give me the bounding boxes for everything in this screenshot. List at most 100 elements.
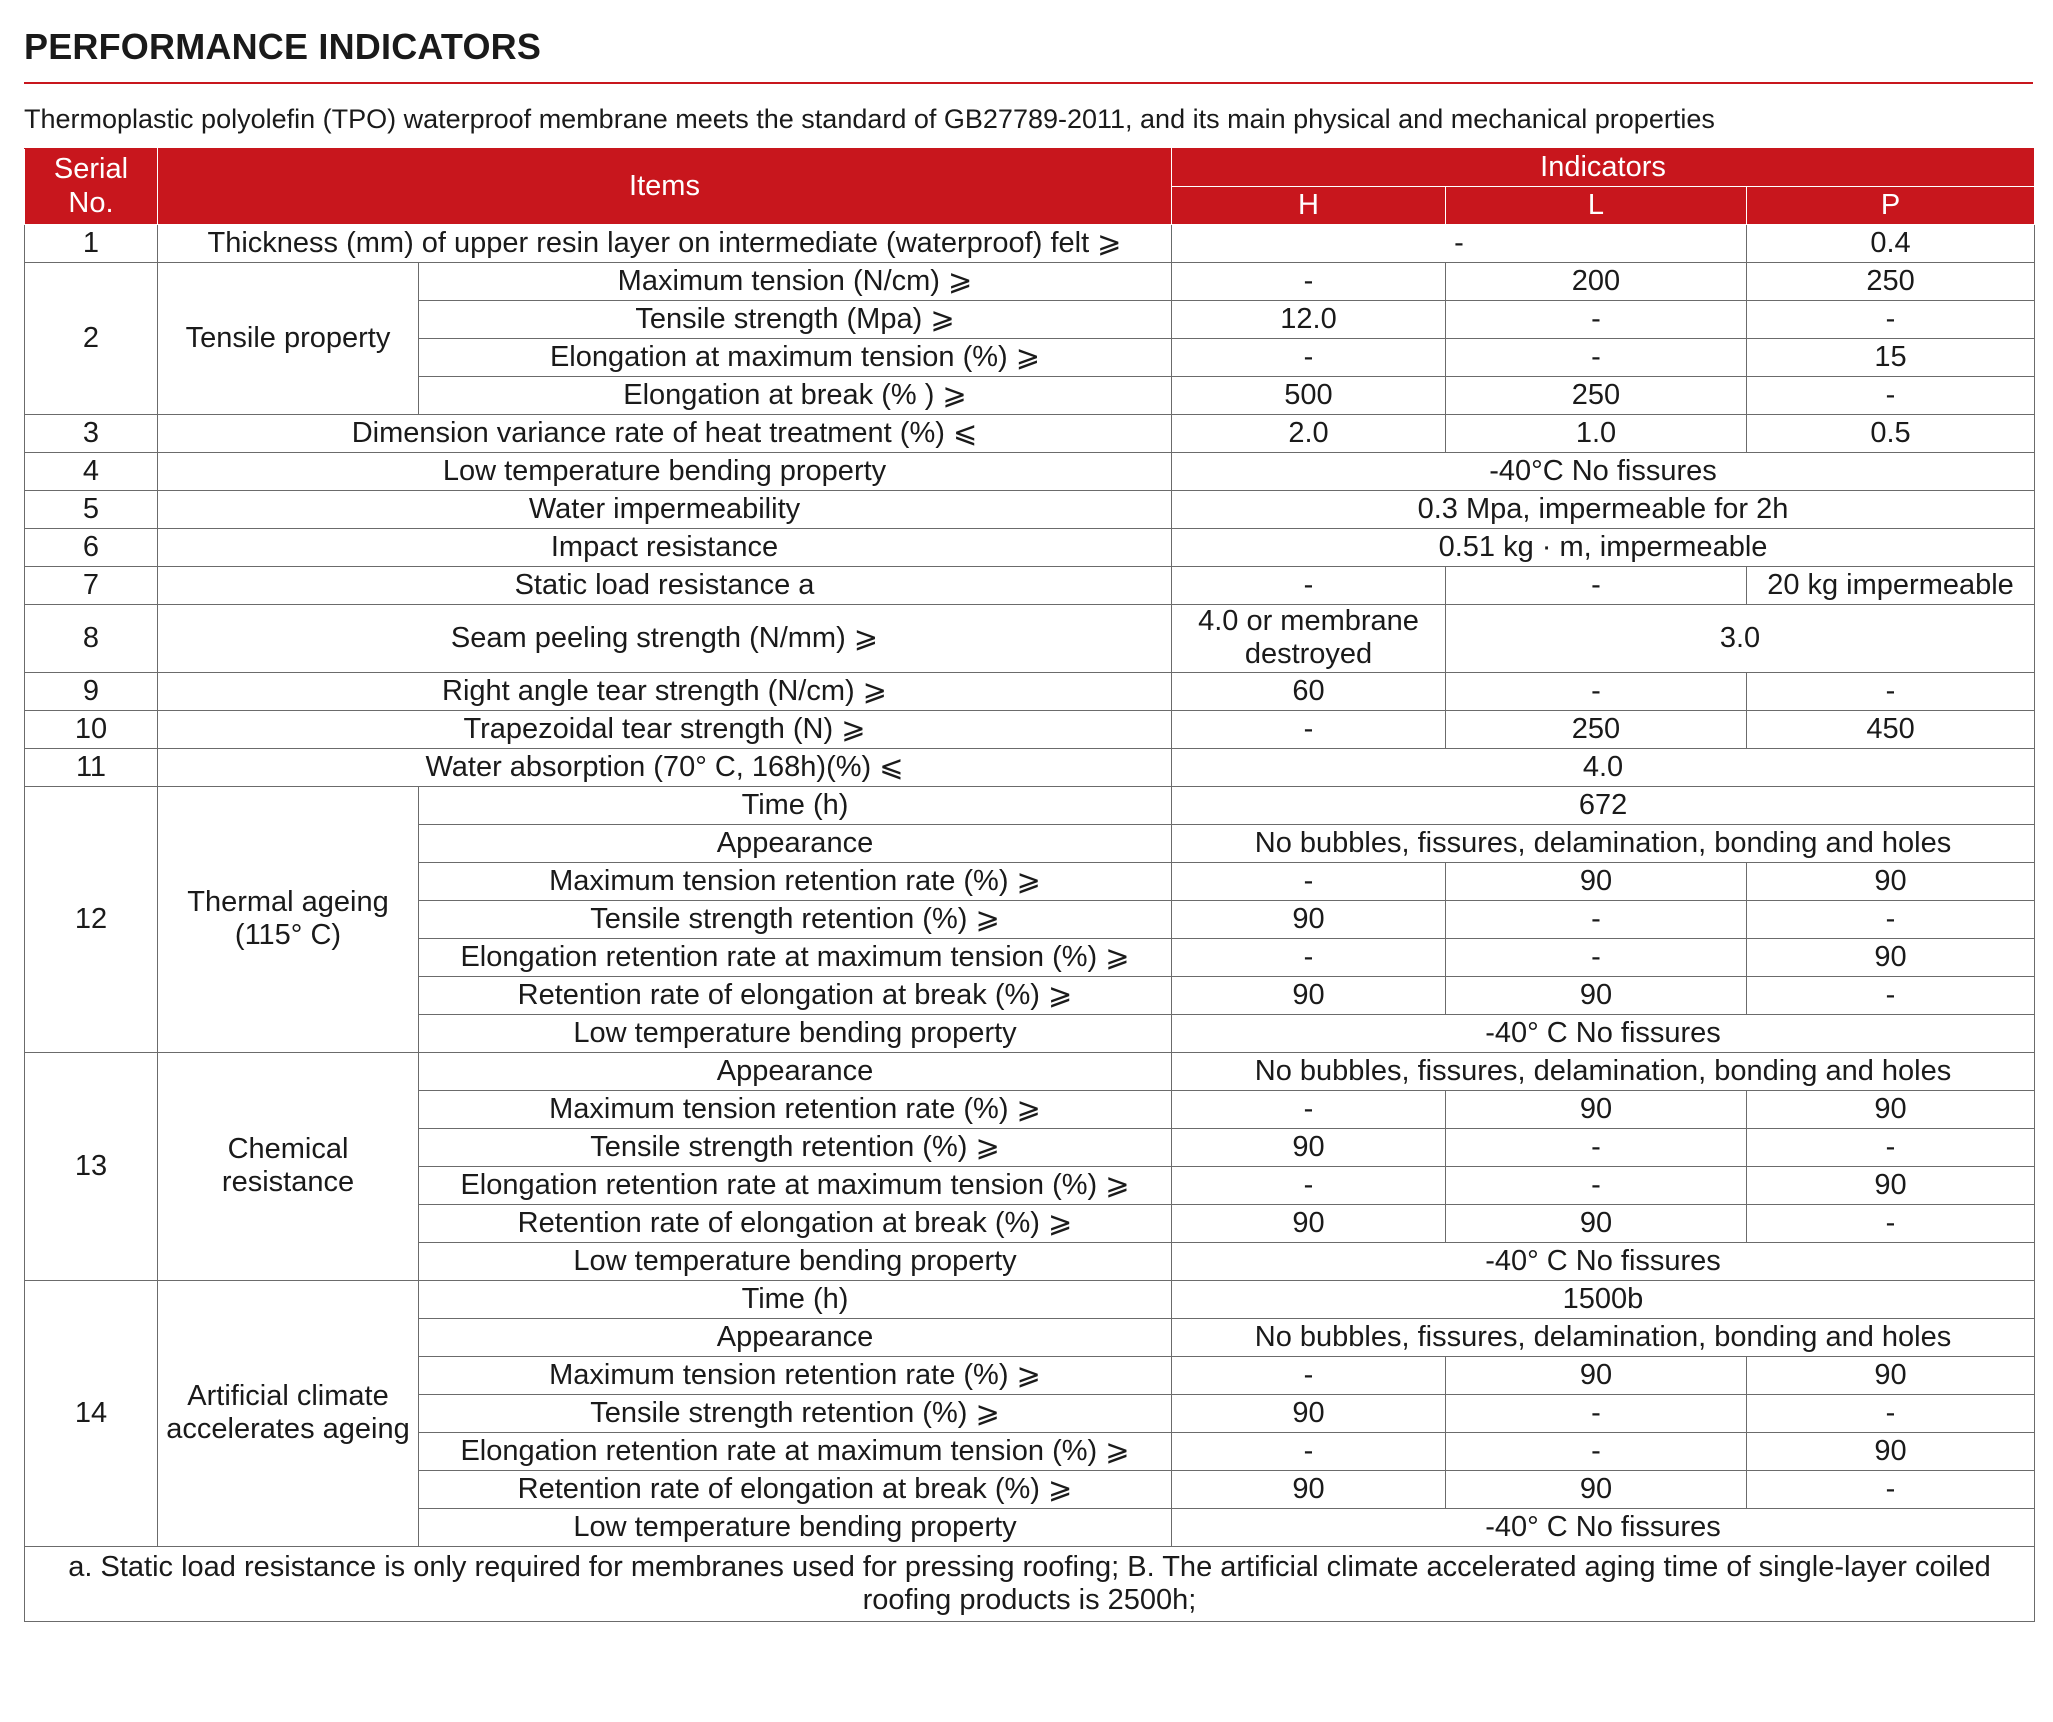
table-row: 11 Water absorption (70° C, 168h)(%) ⩽ 4.0 — [24, 747, 2036, 787]
table-row: Tensile strength retention (%) ⩾ 90- - — [25, 899, 2036, 939]
value-cell: - — [1171, 566, 1446, 605]
footnote-cell: a. Static load resistance is only requir… — [23, 1545, 2036, 1623]
table-row: 10 Trapezoidal tear strength (N) ⩾ -250 450 — [24, 709, 2036, 749]
serial-cell: 4 — [24, 452, 158, 491]
table-row: Appearance No bubbles, fissures, delamina… — [25, 1317, 2036, 1357]
header-cell: H — [1171, 186, 1446, 225]
value-cell: 90 — [1445, 1355, 1747, 1395]
value-cell: 0.4 — [1745, 224, 2036, 263]
item-cell: Low temperature bending property — [418, 1507, 1172, 1547]
table-row: 9 Right angle tear strength (N/cm) ⩾ 60- - — [24, 671, 2036, 711]
indicator-table: Serial No. Items Indicators H L P 1 Thick… — [23, 148, 2036, 1623]
item-cell: Low temperature bending property — [418, 1241, 1172, 1281]
value-cell: 250 — [1445, 376, 1747, 415]
intro-text: Thermoplastic polyolefin (TPO) waterproo… — [24, 104, 1715, 134]
item-cell: Appearance — [418, 1051, 1172, 1091]
value-cell: - — [1745, 300, 2036, 339]
item-cell: Tensile strength retention (%) ⩾ — [418, 1393, 1172, 1433]
value-cell: 90 — [1171, 1393, 1446, 1433]
serial-cell: 12 — [24, 785, 158, 1053]
item-cell: Elongation at break (% ) ⩾ — [418, 376, 1172, 415]
value-cell: - — [1445, 566, 1747, 605]
item-cell: Seam peeling strength (N/mm) ⩾ — [157, 604, 1172, 673]
value-cell: 672 — [1170, 785, 2036, 825]
value-cell: 90 — [1745, 1165, 2036, 1205]
item-cell: Trapezoidal tear strength (N) ⩾ — [157, 709, 1172, 749]
value-cell: 90 — [1445, 861, 1747, 901]
value-cell: - — [1445, 1165, 1747, 1205]
table-body: Serial No. Items Indicators H L P 1 Thick… — [23, 148, 2036, 1623]
value-cell: - — [1745, 671, 2036, 711]
item-cell: Time (h) — [418, 785, 1172, 825]
group-cell: Artificial climate accelerates ageing — [157, 1279, 419, 1547]
value-cell: 4.0 or membrane destroyed — [1171, 604, 1446, 673]
table-row: 13 Chemical resistance Appearance No bubble… — [24, 1051, 2036, 1281]
value-cell: - — [1745, 1393, 2036, 1433]
value-cell: - — [1171, 709, 1446, 749]
value-cell: 90 — [1171, 975, 1446, 1015]
header-row: H L P — [25, 186, 2036, 225]
value-cell: 60 — [1171, 671, 1446, 711]
footnote-row: a. Static load resistance is only requir… — [23, 1545, 2036, 1623]
serial-cell: 8 — [24, 604, 158, 673]
value-cell: -40° C No fissures — [1170, 1507, 2036, 1547]
value-cell: - — [1745, 376, 2036, 415]
serial-cell: 2 — [24, 262, 158, 415]
serial-cell: 13 — [24, 1051, 158, 1281]
serial-cell: 11 — [24, 747, 158, 787]
item-cell: Elongation retention rate at maximum ten… — [418, 1431, 1172, 1471]
value-cell: 90 — [1745, 1431, 2036, 1471]
item-cell: Retention rate of elongation at break (%… — [418, 1203, 1172, 1243]
group-cell: Thermal ageing (115° C) — [157, 785, 419, 1053]
serial-cell: 7 — [24, 566, 158, 605]
value-cell: - — [1445, 300, 1747, 339]
value-cell: 1.0 — [1445, 414, 1747, 453]
value-cell: 90 — [1171, 1203, 1446, 1243]
value-cell: 0.3 Mpa, impermeable for 2h — [1170, 490, 2036, 529]
value-cell: 90 — [1445, 1469, 1747, 1509]
value-cell: 0.51 kg · m, impermeable — [1170, 528, 2036, 567]
value-cell: 90 — [1745, 1355, 2036, 1395]
item-cell: Elongation at maximum tension (%) ⩾ — [418, 338, 1172, 377]
value-cell: - — [1171, 1165, 1446, 1205]
item-cell: Tensile strength retention (%) ⩾ — [418, 899, 1172, 939]
value-cell: 250 — [1445, 709, 1747, 749]
item-cell: Retention rate of elongation at break (%… — [418, 1469, 1172, 1509]
table-row: 6 Impact resistance 0.51 kg · m, impermeab… — [24, 528, 2036, 567]
table-row: 7 Static load resistance a - -20 kg imperme… — [24, 566, 2036, 605]
value-cell: No bubbles, fissures, delamination, bond… — [1170, 1051, 2036, 1091]
item-cell: Static load resistance a — [157, 566, 1172, 605]
serial-cell: 6 — [24, 528, 158, 567]
group-cell: Chemical resistance — [157, 1051, 419, 1281]
item-cell: Low temperature bending property — [157, 452, 1172, 491]
serial-cell: 1 — [24, 224, 158, 263]
value-cell: 12.0 — [1171, 300, 1446, 339]
value-cell: 250 — [1745, 262, 2036, 301]
item-cell: Low temperature bending property — [418, 1013, 1172, 1053]
table-row: Low temperature bending property -40° C N… — [25, 1507, 2036, 1547]
item-cell: Time (h) — [418, 1279, 1172, 1319]
value-cell: - — [1445, 899, 1747, 939]
serial-cell: 10 — [24, 709, 158, 749]
item-cell: Appearance — [418, 1317, 1172, 1357]
item-cell: Retention rate of elongation at break (%… — [418, 975, 1172, 1015]
group-cell: Tensile property — [157, 262, 419, 415]
item-cell: Tensile strength (Mpa) ⩾ — [418, 300, 1172, 339]
value-cell: - — [1445, 1431, 1747, 1471]
value-cell: - — [1445, 1393, 1747, 1433]
value-cell: No bubbles, fissures, delamination, bond… — [1170, 1317, 2036, 1357]
serial-cell: 9 — [24, 671, 158, 711]
value-cell: 20 kg impermeable — [1745, 566, 2036, 605]
item-cell: Maximum tension (N/cm) ⩾ — [418, 262, 1172, 301]
value-cell: 90 — [1745, 1089, 2036, 1129]
value-cell: - — [1171, 262, 1446, 301]
header-cell: Indicators — [1170, 148, 2036, 187]
table-row: Elongation at maximum tension (%) ⩾ - -15 — [25, 338, 2036, 377]
table-row: Low temperature bending property -40° C N… — [25, 1241, 2036, 1281]
item-cell: Elongation retention rate at maximum ten… — [418, 1165, 1172, 1205]
table-row: Tensile strength retention (%) ⩾ 90- - — [25, 1393, 2036, 1433]
value-cell: - — [1745, 1127, 2036, 1167]
item-cell: Thickness (mm) of upper resin layer on i… — [157, 224, 1172, 263]
table-row: 14 Artificial climate accelerates ageing T… — [24, 1279, 2036, 1547]
